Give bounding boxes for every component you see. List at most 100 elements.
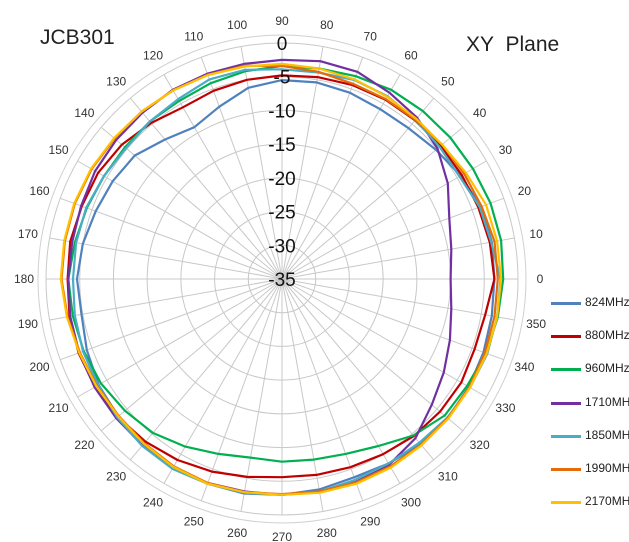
grid-spoke-8 [281, 46, 324, 280]
grid-spoke-34 [281, 278, 504, 361]
angle-tick-label-35: 350 [526, 317, 546, 331]
angle-tick-label-25: 250 [184, 514, 204, 528]
angle-tick-label-3: 30 [499, 143, 513, 157]
grid-spoke-2 [281, 197, 504, 280]
outer-rim [37, 34, 527, 524]
grid-spoke-1 [281, 237, 515, 280]
angle-tick-label-24: 240 [143, 495, 163, 509]
grid-spoke-15 [77, 160, 283, 280]
legend-item: 960MHz [551, 359, 629, 379]
legend-swatch [551, 468, 581, 471]
radial-tick-label-3: -15 [268, 135, 295, 156]
legend-swatch [551, 302, 581, 305]
radial-tick-label-7: -35 [268, 270, 295, 291]
grid-spoke-30 [281, 278, 401, 484]
grid-spoke-31 [281, 278, 435, 461]
angle-tick-label-33: 330 [495, 401, 515, 415]
radial-tick-label-6: -30 [268, 236, 295, 257]
angle-tick-label-21: 210 [49, 401, 69, 415]
grid-spoke-4 [281, 126, 464, 280]
legend-label: 880MHz [585, 328, 629, 343]
angle-tick-label-9: 90 [275, 14, 289, 28]
angle-tick-label-27: 270 [272, 530, 292, 542]
legend-item: 1990MHz [551, 459, 629, 479]
grid-spoke-23 [129, 278, 283, 461]
radial-tick-label-5: -25 [268, 203, 295, 224]
radial-tick-label-1: -5 [274, 68, 291, 89]
grid-spoke-26 [240, 278, 283, 512]
angle-tick-label-15: 150 [49, 143, 69, 157]
angle-tick-label-22: 220 [74, 438, 94, 452]
legend-swatch [551, 434, 581, 438]
grid-spoke-21 [77, 278, 283, 398]
angle-tick-label-32: 320 [470, 438, 490, 452]
grid-spoke-24 [163, 278, 283, 484]
grid-spoke-20 [60, 278, 283, 361]
series-line-2170MHz [59, 62, 503, 496]
grid-spoke-11 [200, 57, 283, 280]
grid-spoke-29 [281, 278, 364, 501]
grid-spoke-7 [281, 57, 364, 280]
angle-tick-label-11: 110 [184, 30, 203, 44]
grid-spoke-28 [281, 278, 324, 512]
grid-spoke-35 [281, 278, 515, 321]
grid-spoke-14 [100, 126, 283, 280]
angle-tick-label-8: 80 [320, 18, 334, 32]
angle-tick-label-20: 200 [30, 360, 50, 374]
angle-tick-label-29: 290 [360, 514, 380, 528]
chart-title-left: JCB301 [40, 26, 115, 49]
grid-spoke-19 [49, 278, 283, 321]
legend-item: 1710MHz [551, 393, 629, 413]
angle-tick-label-23: 230 [106, 470, 126, 484]
legend-swatch [551, 335, 581, 339]
angle-tick-label-0: 0 [537, 272, 544, 286]
legend-label: 960MHz [585, 361, 629, 376]
grid-spoke-16 [60, 197, 283, 280]
angle-tick-label-17: 170 [18, 227, 38, 241]
series-line-960MHz [67, 64, 505, 463]
angle-tick-label-34: 340 [514, 360, 534, 374]
legend-item: 824MHz [551, 293, 629, 313]
angle-tick-label-4: 40 [473, 106, 487, 120]
angle-tick-label-30: 300 [401, 495, 421, 509]
series-line-1710MHz [67, 58, 453, 496]
grid-spoke-13 [129, 97, 283, 280]
angle-tick-label-26: 260 [227, 526, 247, 540]
legend-label: 1850MHz [585, 427, 629, 442]
angle-tick-label-10: 100 [227, 18, 247, 32]
legend-label: 1710MHz [585, 394, 629, 409]
grid-spoke-25 [200, 278, 283, 501]
grid-spoke-3 [281, 160, 487, 280]
angle-tick-label-14: 140 [74, 106, 94, 120]
legend-item: 1850MHz [551, 426, 629, 446]
angle-tick-label-12: 120 [143, 49, 163, 63]
angle-tick-label-6: 60 [404, 49, 418, 63]
angle-tick-label-2: 20 [518, 184, 532, 198]
grid-spoke-12 [163, 74, 283, 280]
angle-tick-label-5: 50 [441, 74, 455, 88]
angle-tick-label-7: 70 [364, 30, 378, 44]
legend-label: 824MHz [585, 295, 629, 309]
grid-spoke-33 [281, 278, 487, 398]
angle-tick-label-16: 160 [30, 184, 50, 198]
legend-label: 1990MHz [585, 461, 629, 475]
grid-spoke-22 [100, 278, 283, 432]
legend-swatch [551, 501, 581, 505]
legend-swatch [551, 401, 581, 405]
grid-spoke-17 [49, 237, 283, 280]
angle-tick-label-1: 10 [529, 227, 543, 241]
angle-tick-label-13: 130 [106, 74, 126, 88]
angle-tick-label-31: 310 [438, 470, 458, 484]
radial-tick-label-0: 0 [277, 34, 288, 55]
radial-tick-label-2: -10 [268, 101, 295, 122]
angle-tick-label-18: 180 [14, 272, 34, 286]
legend-item: 880MHz [551, 326, 629, 346]
grid-spoke-10 [240, 46, 283, 280]
angle-tick-label-19: 190 [18, 317, 38, 331]
legend-swatch [551, 368, 581, 372]
radial-tick-label-4: -20 [268, 169, 295, 190]
chart-title-right: XY Plane [466, 33, 560, 56]
legend-label: 2170MHz [585, 494, 629, 509]
